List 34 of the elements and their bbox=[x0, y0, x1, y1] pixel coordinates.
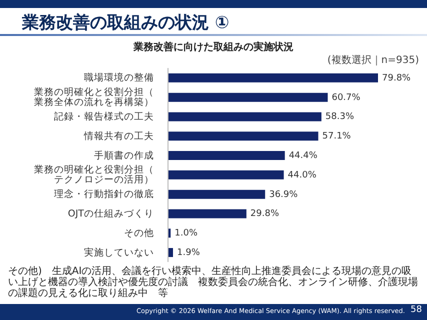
data-label: 57.1% bbox=[322, 132, 352, 142]
chart-subtitle: 業務改善に向けた取組みの実施状況 bbox=[132, 40, 294, 54]
data-label: 36.9% bbox=[269, 190, 298, 200]
data-label: 29.8% bbox=[250, 209, 280, 220]
bar bbox=[168, 170, 284, 180]
y-tick-label: 記録・報告様式の工夫 bbox=[54, 110, 154, 122]
bar bbox=[168, 92, 328, 102]
bar bbox=[168, 73, 378, 82]
data-label: 44.4% bbox=[288, 150, 318, 161]
data-label: 58.3% bbox=[325, 112, 354, 122]
y-tick-label: 職場環境の整備 bbox=[84, 71, 154, 84]
data-label: 79.8% bbox=[382, 73, 412, 84]
chart-title: 業務改善の取組みの状況 ① bbox=[22, 12, 230, 34]
bar bbox=[168, 151, 285, 160]
y-tick-label: その他 bbox=[124, 226, 154, 239]
y-tick-label: 実施していない bbox=[84, 246, 154, 258]
y-tick-label: 理念・行動指針の徹底 bbox=[54, 188, 154, 200]
data-label: 1.9% bbox=[177, 248, 200, 258]
y-tick-label: 業務の明確化と役割分担（業務全体の流れを再構築） bbox=[34, 86, 154, 108]
y-tick-label: 手順書の作成 bbox=[94, 148, 154, 161]
data-label: 44.0% bbox=[288, 170, 317, 180]
text: 58 bbox=[410, 305, 422, 315]
bar bbox=[168, 209, 246, 218]
data-label: 1.0% bbox=[174, 228, 198, 239]
bar bbox=[168, 132, 318, 141]
y-tick-label: 情報共有の工夫 bbox=[83, 129, 154, 142]
bar bbox=[168, 112, 322, 122]
bar bbox=[168, 190, 266, 199]
y-tick-label: 業務の明確化と役割分担（テクノロジーの活用） bbox=[34, 163, 154, 186]
data-label: 60.7% bbox=[332, 92, 361, 103]
bar bbox=[168, 248, 173, 258]
text: (複数選択｜n=935) bbox=[327, 54, 419, 67]
y-tick-label: OJTの仕組みづくり bbox=[68, 208, 154, 220]
text: その他) 生成AIの活用、会議を行い模索中、生産性向上推進委員会による現場の意見の吸い上げと機器の導入検討や優先度の討議 複数委員会の統合化、オンライン研修、介護現場の課題の見える化に取り組み中 等 bbox=[8, 266, 419, 299]
